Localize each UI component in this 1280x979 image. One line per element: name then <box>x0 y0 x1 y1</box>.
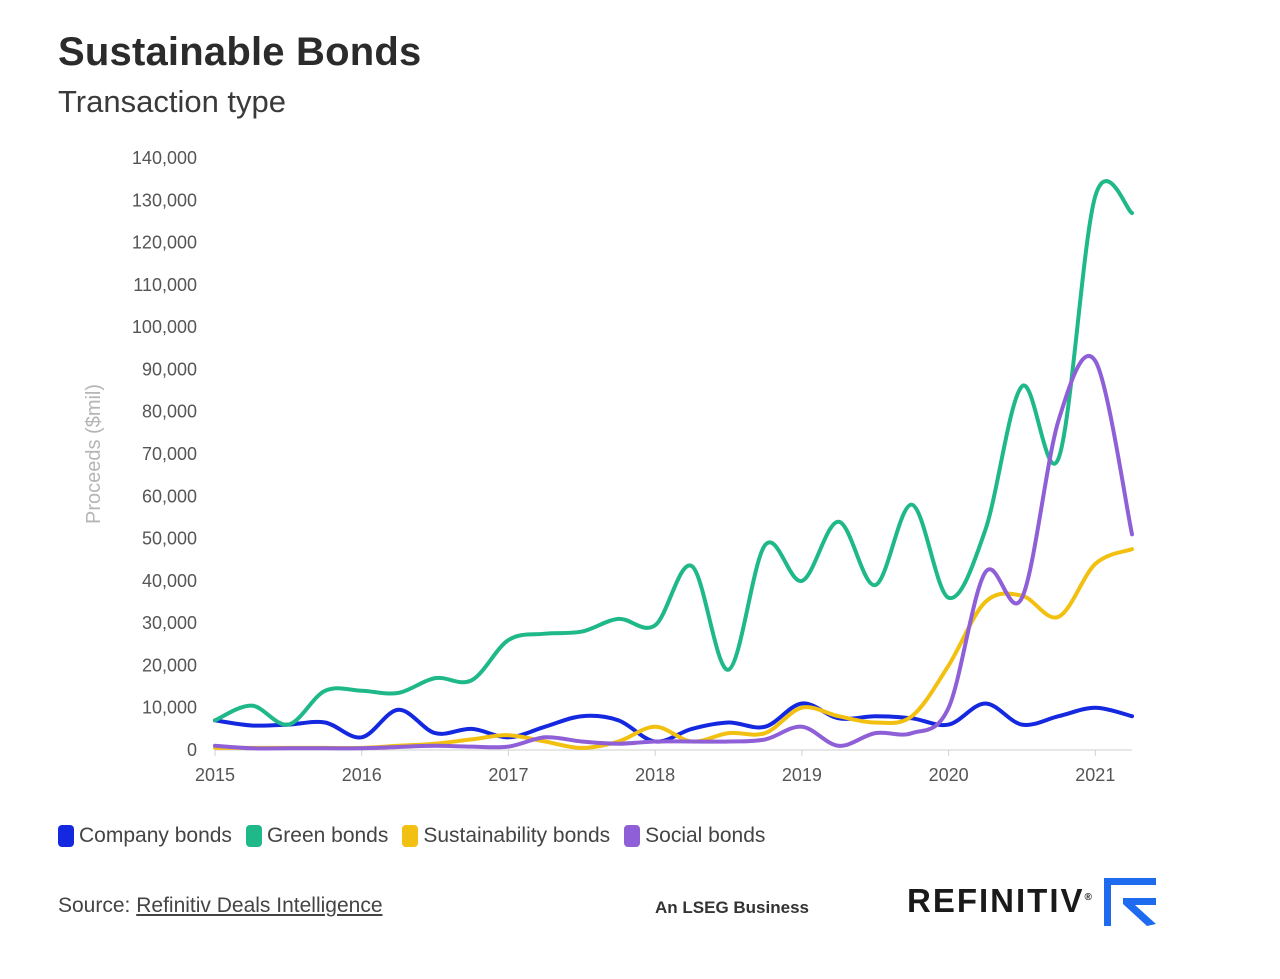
source-prefix: Source: <box>58 894 137 917</box>
y-tick-label: 0 <box>187 740 197 760</box>
source-note: Source: Refinitiv Deals Intelligence <box>58 894 383 918</box>
y-tick-label: 70,000 <box>142 444 197 464</box>
legend-item-sustainability-bonds[interactable]: Sustainability bonds <box>402 824 610 848</box>
series-line-green-bonds <box>213 179 1134 727</box>
y-tick-label: 60,000 <box>142 486 197 506</box>
y-tick-label: 140,000 <box>132 148 197 168</box>
chart-title: Sustainable Bonds <box>58 30 422 74</box>
x-tick-label: 2018 <box>635 765 675 785</box>
legend-label-green-bonds: Green bonds <box>266 824 389 847</box>
legend-label-company-bonds: Company bonds <box>79 824 232 847</box>
y-tick-label: 110,000 <box>133 275 197 295</box>
source-link[interactable]: Refinitiv Deals Intelligence <box>136 894 383 917</box>
legend-item-company-bonds[interactable]: Company bonds <box>58 824 232 848</box>
legend-swatch-sustainability-bonds <box>402 825 419 847</box>
y-tick-label: 80,000 <box>142 402 197 422</box>
series-line-social-bonds <box>213 353 1134 751</box>
y-tick-label: 30,000 <box>142 613 197 633</box>
y-tick-label: 90,000 <box>142 359 197 379</box>
legend-item-social-bonds[interactable]: Social bonds <box>624 824 765 848</box>
x-tick-label: 2017 <box>488 765 528 785</box>
y-tick-label: 130,000 <box>132 190 197 210</box>
y-tick-label: 50,000 <box>142 529 197 549</box>
series-line-company-bonds <box>213 701 1134 744</box>
x-tick-label: 2015 <box>195 765 235 785</box>
series-line-sustainability-bonds <box>213 547 1134 751</box>
chart-legend: Company bonds Green bonds Sustainability… <box>58 824 765 848</box>
legend-label-sustainability-bonds: Sustainability bonds <box>423 824 611 847</box>
brand-name: REFINITIV <box>907 882 1085 919</box>
y-tick-label: 40,000 <box>142 571 197 591</box>
line-chart: 140,000 130,000 120,000 110,000 100,000 90,00… <box>83 148 1134 785</box>
legend-swatch-green-bonds <box>245 825 262 847</box>
refinitiv-logo-text: REFINITIV® <box>907 882 1092 920</box>
y-tick-label: 100,000 <box>132 317 197 337</box>
y-axis-label: Proceeds ($mil) <box>83 384 105 524</box>
y-tick-label: 20,000 <box>142 655 197 675</box>
x-tick-label: 2019 <box>782 765 822 785</box>
x-tick-label: 2016 <box>342 765 382 785</box>
refinitiv-logo-icon <box>1104 878 1156 926</box>
legend-item-green-bonds[interactable]: Green bonds <box>245 824 389 848</box>
chart-subtitle: Transaction type <box>58 84 287 119</box>
x-tick-label: 2020 <box>929 765 969 785</box>
registered-mark: ® <box>1084 892 1092 903</box>
legend-label-social-bonds: Social bonds <box>645 824 766 847</box>
legend-swatch-company-bonds <box>58 825 74 847</box>
y-tick-label: 120,000 <box>132 233 197 253</box>
y-tick-label: 10,000 <box>142 698 197 718</box>
lseg-tagline: An LSEG Business <box>655 898 809 917</box>
legend-swatch-social-bonds <box>624 825 641 847</box>
x-tick-label: 2021 <box>1075 765 1115 785</box>
